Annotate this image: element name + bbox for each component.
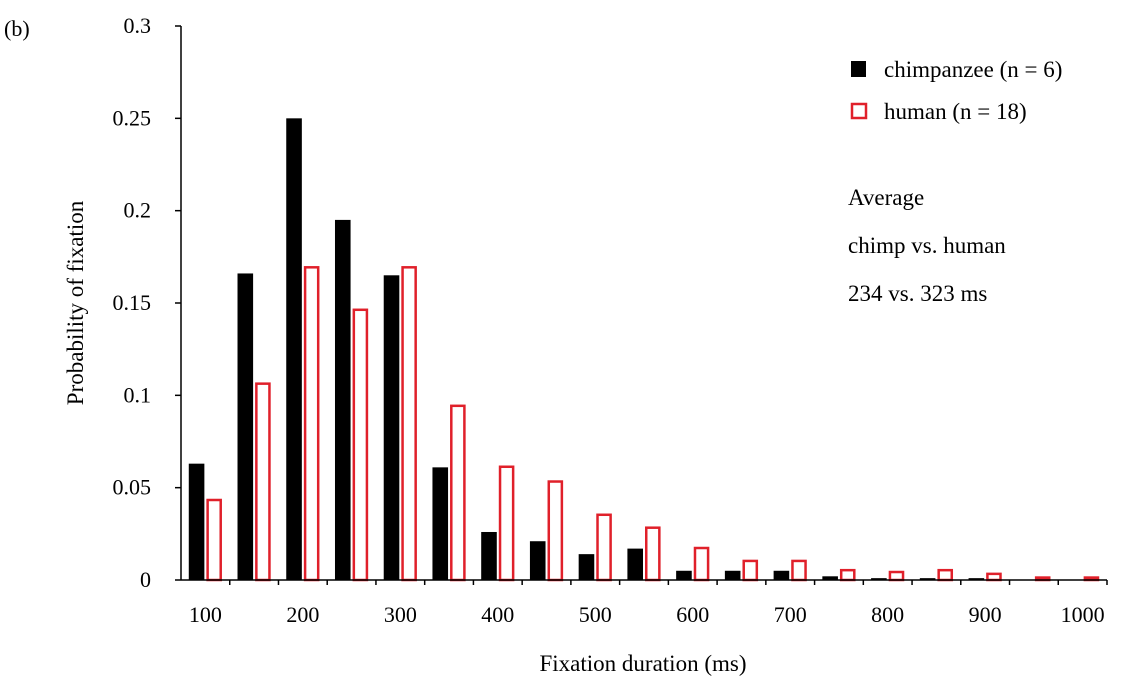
bar-chimpanzee-550 (627, 548, 643, 580)
bar-human-300 (401, 266, 417, 582)
bar-chimpanzee-650 (724, 570, 741, 580)
bar-chimpanzee-250 (334, 219, 351, 580)
bar-human-200 (303, 266, 320, 582)
bar-human-700 (791, 559, 807, 582)
annotation-line-1: Average (848, 185, 924, 210)
legend-swatch-human (850, 102, 868, 120)
y-tick-label: 0.3 (124, 13, 152, 38)
bar-chimpanzee-500 (578, 554, 595, 580)
x-tick-label: 800 (871, 602, 904, 627)
bar-chimpanzee-450 (529, 541, 546, 580)
x-tick-label: 700 (774, 602, 807, 627)
bar-chimpanzee-100 (188, 463, 205, 580)
bar-human-900 (986, 572, 1002, 582)
bars-group (188, 118, 1100, 582)
y-tick-label: 0.15 (113, 290, 152, 315)
y-axis-ticks: 0 0.05 0.1 0.15 0.2 0.25 0.3 (113, 13, 181, 592)
bar-chimpanzee-750 (822, 576, 838, 580)
y-tick-label: 0.25 (113, 105, 152, 130)
y-tick-label: 0.05 (113, 475, 152, 500)
y-tick-label: 0.1 (124, 382, 152, 407)
legend-label-human: human (n = 18) (884, 99, 1027, 124)
bar-chimpanzee-200 (286, 118, 302, 580)
bar-chimpanzee-300 (383, 275, 400, 580)
panel-label: (b) (4, 16, 30, 41)
bar-chimpanzee-350 (432, 467, 449, 580)
bar-human-550 (645, 526, 661, 582)
bar-human-750 (839, 568, 856, 582)
x-tick-label: 500 (579, 602, 612, 627)
bar-human-600 (693, 546, 710, 582)
bar-human-450 (547, 480, 564, 582)
bar-human-350 (450, 404, 466, 582)
x-axis-title: Fixation duration (ms) (540, 651, 747, 676)
bar-human-850 (937, 568, 954, 582)
bar-chimpanzee-900 (968, 578, 985, 580)
legend: chimpanzee (n = 6) human (n = 18) (850, 57, 1062, 124)
y-tick-label: 0.2 (124, 198, 152, 223)
x-tick-label: 1000 (1061, 602, 1105, 627)
bar-chimpanzee-850 (919, 578, 936, 580)
average-annotation: Average chimp vs. human 234 vs. 323 ms (848, 185, 1006, 306)
bar-human-500 (596, 513, 612, 582)
y-tick-label: 0 (140, 567, 151, 592)
bar-human-250 (352, 308, 369, 582)
bar-chimpanzee-800 (871, 578, 887, 580)
bar-human-100 (206, 498, 222, 582)
x-axis-ticks: 100 200 300 400 500 600 700 800 900 1000 (189, 580, 1108, 627)
annotation-line-3: 234 vs. 323 ms (848, 281, 987, 306)
bar-human-650 (742, 559, 759, 582)
bar-chimpanzee-700 (773, 570, 790, 580)
x-tick-label: 900 (969, 602, 1002, 627)
legend-swatch-chimpanzee (851, 61, 866, 77)
bar-chimpanzee-600 (676, 570, 692, 580)
x-tick-label: 100 (189, 602, 222, 627)
x-tick-label: 600 (676, 602, 709, 627)
bar-human-150 (255, 382, 271, 582)
bar-human-400 (498, 465, 515, 582)
y-axis-title: Probability of fixation (63, 200, 88, 405)
x-tick-label: 400 (481, 602, 514, 627)
x-tick-label: 300 (384, 602, 417, 627)
annotation-line-2: chimp vs. human (848, 233, 1006, 258)
x-tick-label: 200 (286, 602, 319, 627)
bar-chimpanzee-400 (481, 531, 497, 580)
bar-human-800 (888, 570, 905, 582)
legend-label-chimpanzee: chimpanzee (n = 6) (884, 57, 1062, 82)
bar-chimpanzee-150 (237, 273, 254, 580)
